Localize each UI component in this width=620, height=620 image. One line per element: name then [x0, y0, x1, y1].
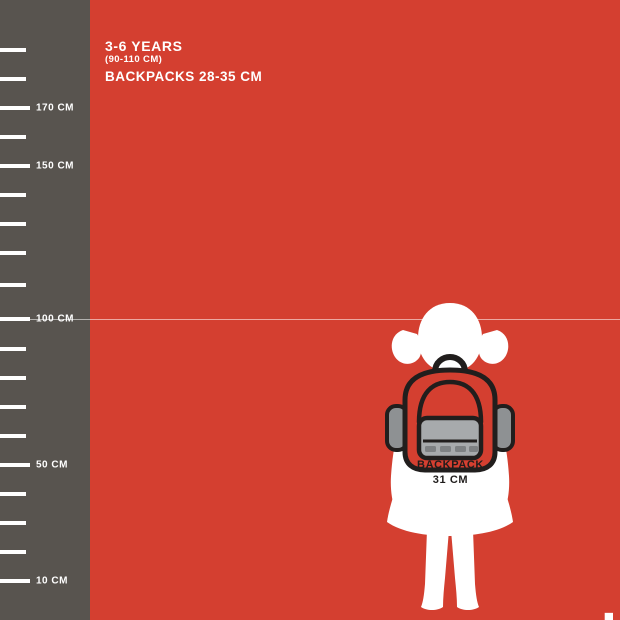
ruler-tick — [0, 463, 30, 467]
ruler-tick — [0, 48, 26, 52]
ruler-tick — [0, 222, 26, 226]
ruler-tick — [0, 492, 26, 496]
ruler-tick — [0, 283, 26, 287]
ruler-tick — [0, 434, 26, 438]
backpack-illustration — [385, 353, 515, 473]
height-ruler: 170 CM 150 CM 100 CM 50 CM 10 CM — [0, 0, 90, 620]
ruler-tick — [0, 251, 26, 255]
ruler-tick-label: 50 CM — [36, 459, 68, 471]
ruler-tick-label: 10 CM — [36, 575, 68, 587]
backpack-caption-title: BACKPACK — [417, 459, 484, 471]
ruler-tick — [0, 77, 26, 81]
header-text-block: 3-6 YEARS (90-110 CM) BACKPACKS 28-35 CM — [105, 38, 262, 87]
ruler-tick — [0, 405, 26, 409]
backpack-size-caption: BACKPACK 31 CM — [403, 458, 498, 489]
ruler-tick — [0, 521, 26, 525]
ruler-tick-label: 170 CM — [36, 102, 75, 114]
ruler-tick-label: 100 CM — [36, 313, 75, 325]
ruler-tick — [0, 347, 26, 351]
ruler-tick — [0, 193, 26, 197]
backpack-range-label: BACKPACKS 28-35 CM — [105, 69, 263, 85]
child-silhouette-with-backpack — [375, 300, 525, 620]
backpack-caption-size: 31 CM — [432, 474, 469, 487]
ruler-tick-label: 150 CM — [36, 160, 75, 172]
ruler-tick — [0, 317, 30, 321]
ruler-tick — [0, 579, 30, 583]
ruler-tick — [0, 376, 26, 380]
ruler-tick — [0, 106, 30, 110]
height-range-label: (90-110 CM) — [105, 54, 163, 66]
reference-line-100cm — [0, 319, 620, 320]
ruler-tick — [0, 550, 26, 554]
page-title: PRESCHOOL — [546, 610, 620, 620]
age-range-label: 3-6 YEARS — [105, 38, 183, 54]
ruler-tick — [0, 164, 30, 168]
ruler-tick — [0, 135, 26, 139]
